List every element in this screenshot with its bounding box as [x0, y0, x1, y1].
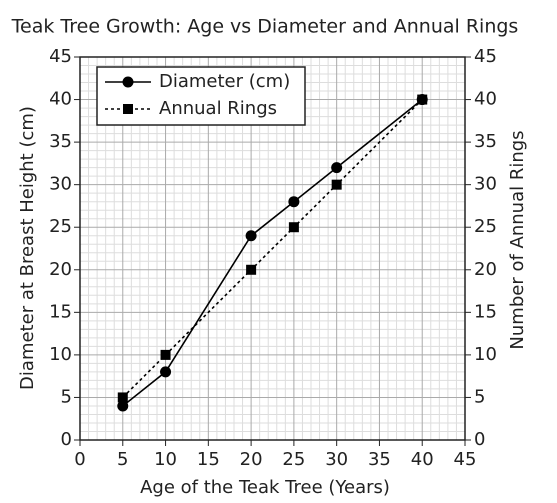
y-tick-label: 5 [61, 386, 72, 407]
x-tick-label: 40 [411, 449, 434, 470]
legend-label: Diameter (cm) [159, 71, 290, 92]
y-tick-label: 45 [49, 46, 72, 67]
x-tick-label: 10 [154, 449, 177, 470]
point [331, 179, 342, 190]
point [117, 400, 129, 412]
y-tick-label: 40 [49, 89, 72, 110]
x-tick-label: 30 [325, 449, 348, 470]
point [117, 392, 128, 403]
y2-tick-label: 45 [474, 46, 497, 67]
series-line [122, 98, 423, 399]
y2-tick-label: 20 [474, 259, 497, 280]
y-tick-label: 30 [49, 174, 72, 195]
point [160, 349, 171, 360]
y2-tick-label: 25 [474, 216, 497, 237]
x-axis-label: Age of the Teak Tree (Years) [140, 477, 390, 498]
point [160, 366, 172, 378]
plot-frame [79, 56, 466, 441]
x-tick-label: 15 [197, 449, 220, 470]
legend-marker [122, 76, 134, 88]
y-axis-label: Diameter at Breast Height (cm) [17, 106, 38, 390]
point [288, 196, 300, 208]
legend-marker [123, 104, 133, 114]
y2-tick-label: 10 [474, 344, 497, 365]
x-tick-label: 20 [240, 449, 263, 470]
legend-label: Annual Rings [159, 98, 277, 119]
y-tick-label: 15 [49, 301, 72, 322]
y-tick-label: 25 [49, 216, 72, 237]
legend-box [96, 66, 306, 126]
y2-tick-label: 5 [474, 386, 485, 407]
y-tick-label: 20 [49, 259, 72, 280]
series-line [122, 98, 423, 407]
y2-tick-label: 30 [474, 174, 497, 195]
y2-tick-label: 15 [474, 301, 497, 322]
x-tick-label: 45 [454, 449, 477, 470]
y-tick-label: 10 [49, 344, 72, 365]
x-tick-label: 0 [74, 449, 85, 470]
x-tick-label: 35 [368, 449, 391, 470]
point [417, 94, 428, 105]
y2-tick-label: 35 [474, 131, 497, 152]
point [245, 230, 257, 242]
y-tick-label: 35 [49, 131, 72, 152]
point [288, 222, 299, 233]
x-tick-label: 5 [117, 449, 128, 470]
y2-axis-label: Number of Annual Rings [507, 130, 528, 349]
x-tick-label: 25 [282, 449, 305, 470]
chart-title: Teak Tree Growth: Age vs Diameter and An… [11, 16, 519, 38]
y-tick-label: 0 [61, 429, 72, 450]
point [331, 162, 343, 174]
point [246, 264, 257, 275]
y2-tick-label: 40 [474, 89, 497, 110]
y2-tick-label: 0 [474, 429, 485, 450]
